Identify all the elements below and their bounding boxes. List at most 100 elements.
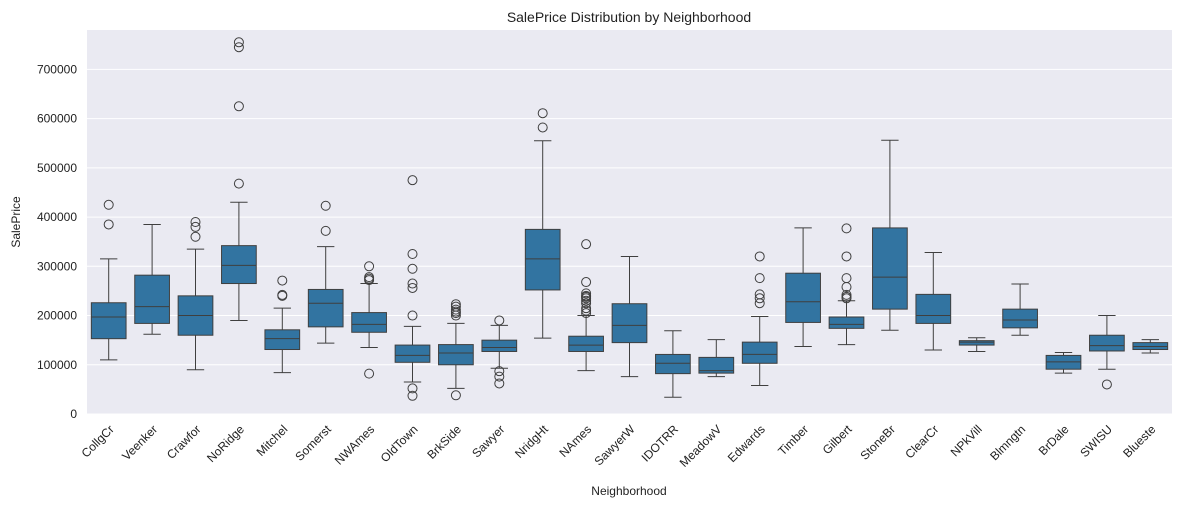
y-axis-ticks: 0 100000 200000 300000 400000 500000 600000 700… [37, 62, 77, 421]
outlier-point [754, 273, 765, 284]
x-tick-label: Gilbert [820, 422, 855, 457]
box-Veenker [134, 223, 170, 335]
outlier-point [407, 263, 418, 274]
outlier-point [103, 199, 114, 210]
box-series [90, 37, 1169, 401]
iqr-box [524, 228, 561, 291]
outlier-point [1101, 379, 1112, 390]
outlier-point [754, 293, 765, 304]
box-IDOTRR [655, 330, 691, 398]
outlier-point [190, 217, 201, 227]
iqr-box [481, 339, 518, 352]
outlier-point [581, 239, 592, 250]
outlier-point [581, 308, 592, 319]
box-Blueste [1132, 339, 1169, 354]
outlier-point [233, 37, 244, 48]
x-tick-label: MeadowV [677, 422, 725, 470]
x-tick-label: Timber [775, 422, 811, 458]
y-tick-label: 300000 [37, 259, 77, 273]
box-MeadowV [698, 339, 735, 378]
box-NWAmes [351, 261, 387, 379]
y-tick-label: 200000 [37, 309, 77, 323]
y-axis-label: SalePrice [9, 196, 23, 248]
x-tick-label: Sawyer [469, 422, 507, 460]
outlier-point [320, 200, 331, 211]
iqr-box [568, 335, 604, 352]
x-tick-label: OldTown [378, 422, 421, 465]
x-tick-label: StoneBr [857, 422, 898, 463]
x-tick-label: BrDale [1036, 422, 1072, 458]
y-tick-label: 500000 [37, 161, 77, 175]
box-NPkVill [958, 337, 995, 352]
outlier-point [277, 275, 288, 286]
y-tick-label: 0 [70, 407, 77, 421]
outlier-point [364, 272, 375, 283]
outlier-point [233, 42, 244, 53]
outlier-point [407, 310, 418, 321]
outlier-point [537, 108, 548, 119]
box-OldTown [394, 175, 431, 401]
outlier-point [407, 278, 418, 289]
x-tick-label: NPkVill [948, 422, 985, 459]
outlier-point [407, 249, 418, 259]
box-Blmngtn [1002, 283, 1038, 336]
y-tick-label: 700000 [37, 62, 77, 76]
x-tick-label: NWAmes [332, 422, 377, 467]
iqr-box [438, 344, 474, 366]
outlier-point [494, 371, 505, 382]
x-tick-label: Blueste [1120, 422, 1158, 460]
outlier-point [450, 299, 461, 310]
x-tick-label: Somerst [292, 422, 334, 464]
outlier-point [364, 368, 375, 379]
x-tick-label: CollgCr [79, 422, 117, 460]
outlier-point [407, 282, 418, 293]
iqr-box [394, 344, 431, 363]
iqr-box [872, 227, 908, 310]
outlier-point [494, 378, 505, 389]
outlier-point [754, 251, 765, 262]
x-axis-label: Neighborhood [591, 484, 666, 498]
outlier-point [450, 390, 461, 401]
box-BrkSide [438, 299, 474, 401]
iqr-box [611, 303, 648, 344]
outlier-point [320, 225, 331, 236]
outlier-point [190, 231, 201, 242]
box-ClearCr [915, 252, 952, 351]
box-StoneBr [872, 139, 908, 331]
outlier-point [407, 175, 418, 186]
iqr-box [655, 353, 691, 375]
outlier-point [581, 288, 592, 299]
y-tick-label: 100000 [37, 358, 77, 372]
outlier-point [537, 122, 548, 133]
outlier-point [494, 315, 505, 326]
iqr-box [221, 245, 257, 285]
outlier-point [233, 101, 244, 112]
box-SawyerW [611, 255, 648, 378]
box-CollgCr [90, 199, 127, 361]
box-Gilbert [828, 223, 865, 346]
outlier-point [841, 289, 852, 300]
outlier-point [754, 289, 765, 300]
outlier-point [450, 304, 461, 315]
iqr-box [90, 302, 127, 340]
outlier-point [364, 261, 375, 272]
outlier-point [581, 295, 592, 306]
box-SWISU [1089, 315, 1125, 390]
x-tick-label: IDOTRR [639, 422, 682, 465]
box-BrDale [1045, 351, 1082, 374]
outlier-point [841, 251, 852, 262]
box-Mitchel [264, 275, 301, 374]
y-tick-label: 600000 [37, 112, 77, 126]
outlier-point [581, 277, 592, 288]
box-NoRidge [221, 37, 257, 321]
outlier-point [494, 366, 505, 377]
outlier-point [407, 383, 418, 394]
outlier-point [581, 298, 592, 309]
box-Sawyer [481, 315, 518, 389]
x-tick-label: NoRidge [204, 422, 247, 465]
x-tick-label: NridgHt [512, 422, 551, 461]
outlier-point [190, 221, 201, 232]
iqr-box [1002, 308, 1038, 329]
iqr-box [264, 329, 301, 351]
box-Timber [785, 227, 821, 348]
